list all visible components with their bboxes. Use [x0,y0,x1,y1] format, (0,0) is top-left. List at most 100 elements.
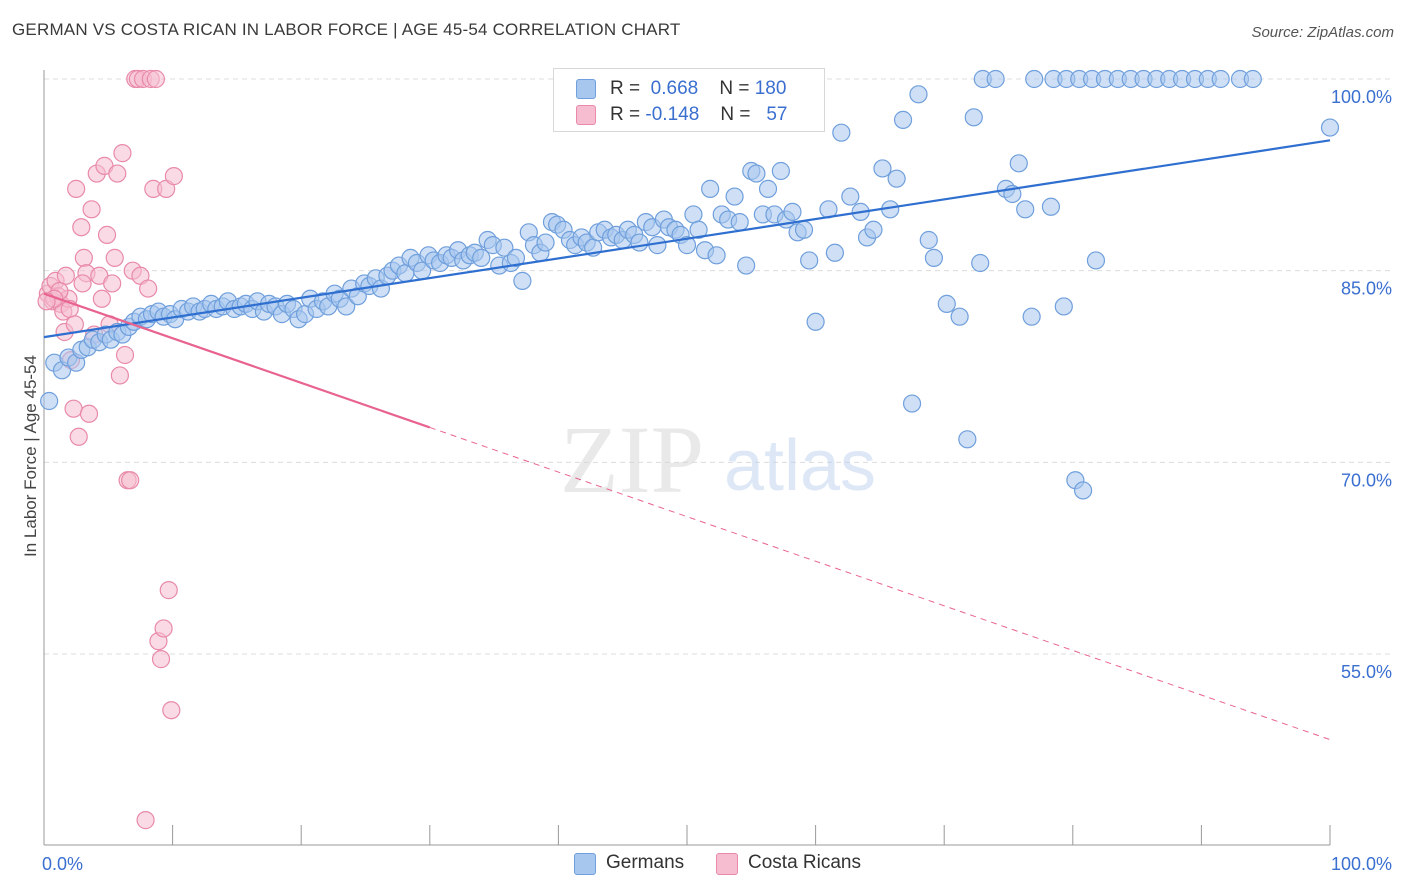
costa-rican-point [69,427,88,446]
german-point [1086,251,1106,270]
axes [43,70,1331,846]
german-point [1022,307,1041,326]
costa-rican-point [146,69,165,89]
german-point [806,312,825,331]
costa-rican-point [92,289,111,308]
german-point [472,248,491,267]
costa-rican-point [108,164,127,183]
costa-ricans-legend-label: Costa Ricans [748,852,861,873]
costa-rican-point [139,279,158,298]
german-point [1073,481,1093,500]
german-point [701,179,720,198]
german-point [937,294,956,313]
legend-germans-stats: R = 0.668 N = 180 [610,78,787,99]
costa-rican-point [74,248,93,267]
costa-rican-point [72,218,91,237]
german-point [919,230,938,250]
german-point [725,187,744,206]
german-point [630,233,649,252]
chart-title: GERMAN VS COSTA RICAN IN LABOR FORCE | A… [12,20,681,39]
german-point [864,220,883,239]
costa-rican-point [115,345,135,365]
gridlines [44,78,1392,655]
german-point [800,251,819,270]
legend-costa-stats: R = -0.148 N = 57 [610,104,788,125]
x-tick-label-max: 100.0% [1331,854,1392,874]
german-point [1041,197,1061,216]
costa-rican-point [164,167,183,186]
costa-rican-point [79,404,99,423]
german-point [495,238,514,257]
costa-rican-point [65,315,84,334]
watermark-atlas: atlas [724,426,876,506]
german-point [825,243,844,262]
costa-rican-point [82,200,101,219]
german-point [986,69,1005,89]
costa-rican-point [64,399,83,418]
german-point [832,123,851,142]
german-point [513,271,532,290]
german-point [707,246,726,265]
german-point [893,110,913,129]
costa-rican-point [103,274,122,293]
german-point [1009,154,1028,173]
stats-legend: R = 0.668 N = 180 R = -0.148 N = 57 [553,68,825,132]
costa-rican-point [97,225,117,244]
costa-rican-point [151,650,171,669]
german-points [40,69,1340,500]
german-trend-line [43,139,1331,339]
costa-rican-trend-extension [429,426,1331,741]
source-credit: Source: ZipAtlas.com [1251,24,1394,41]
costa-rican-point [110,366,129,385]
german-point [841,187,860,206]
costa-rican-point [136,811,155,830]
german-point [536,233,555,252]
german-point [337,297,356,316]
german-point [909,85,928,104]
german-point [783,202,802,221]
german-point [1243,69,1262,89]
german-point [689,220,708,239]
german-point [924,248,944,267]
y-tick-label: 70.0% [1341,470,1392,490]
trend-lines [43,139,1331,741]
german-point [737,256,756,275]
x-tick-label-min: 0.0% [42,854,83,874]
costa-ricans-swatch [576,105,596,125]
german-point [1016,200,1035,219]
tick-labels: 55.0% 70.0% 85.0% 100.0% 0.0% 100.0% [42,87,1392,874]
costa-rican-point [113,144,132,163]
german-point [747,164,766,183]
germans-legend-swatch [574,853,596,875]
germans-legend-label: Germans [606,852,685,873]
watermark: ZIP atlas [560,406,876,513]
german-point [771,161,790,181]
costa-rican-point [56,266,75,285]
germans-swatch [576,79,596,99]
german-point [1054,297,1073,316]
costa-rican-point [105,248,124,267]
german-point [677,236,697,255]
german-point [950,307,969,326]
costa-ricans-legend-swatch [716,853,738,875]
german-point [1211,69,1230,89]
german-point [964,108,983,127]
german-point [684,205,703,224]
german-point [40,391,59,411]
y-tick-label: 85.0% [1341,279,1392,299]
costa-rican-points [37,69,183,830]
german-point [1025,69,1044,89]
german-point [794,220,814,239]
german-point [971,253,990,273]
costa-rican-point [154,619,173,638]
costa-rican-point [121,471,140,490]
watermark-zip: ZIP [560,406,704,513]
costa-rican-trend-line [43,292,431,429]
costa-rican-point [159,581,178,600]
costa-rican-point [73,274,92,293]
german-point [506,248,526,267]
y-axis-label: In Labor Force | Age 45-54 [21,355,40,557]
german-point [958,430,977,449]
german-point [1320,118,1340,137]
